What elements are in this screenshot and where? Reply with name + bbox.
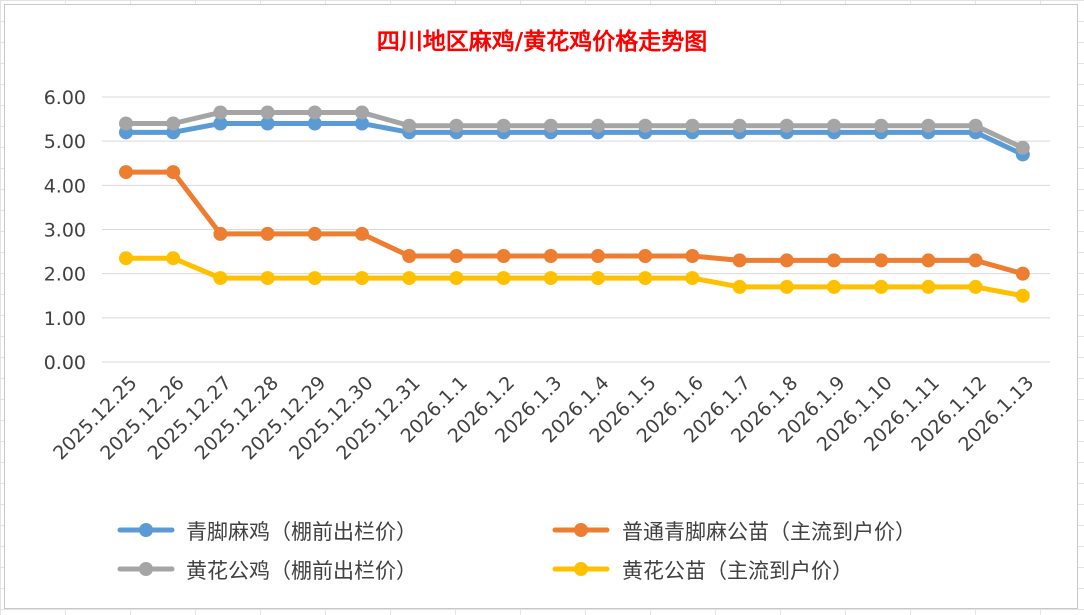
series-line	[123, 169, 1026, 277]
data-point	[779, 253, 794, 268]
legend-label: 黄花公鸡（棚前出栏价）	[186, 559, 417, 583]
data-point	[732, 279, 747, 294]
data-point	[827, 253, 841, 268]
data-point	[355, 271, 369, 286]
data-point	[213, 105, 228, 120]
data-point	[968, 279, 983, 294]
y-tick-label: 3.00	[44, 220, 86, 242]
data-point	[543, 118, 558, 133]
series-line	[123, 109, 1026, 151]
data-point	[402, 118, 417, 133]
data-point	[779, 118, 794, 133]
data-point	[449, 271, 464, 286]
data-point	[166, 116, 181, 131]
data-point	[591, 249, 605, 263]
data-point	[449, 118, 464, 133]
data-point	[638, 249, 653, 263]
data-point	[402, 249, 417, 263]
data-point	[355, 226, 369, 241]
legend-item-3	[552, 562, 610, 576]
data-point	[827, 118, 841, 133]
data-point	[1015, 288, 1030, 303]
y-tick-label: 0.00	[44, 352, 86, 374]
data-point	[213, 226, 228, 241]
data-point	[402, 271, 417, 286]
legend-marker-swatch	[139, 523, 153, 537]
data-point	[166, 165, 181, 180]
data-point	[968, 118, 983, 133]
series-line	[123, 255, 1026, 299]
data-point	[213, 271, 228, 286]
data-point	[874, 279, 889, 294]
data-point	[307, 116, 322, 131]
data-point	[685, 271, 700, 286]
legend-label: 普通青脚麻公苗（主流到户价）	[622, 520, 916, 544]
legend-label: 青脚麻鸡（棚前出栏价）	[186, 520, 417, 544]
data-point	[543, 271, 558, 286]
legend-marker-swatch	[574, 562, 588, 576]
data-point	[827, 279, 841, 294]
data-point	[874, 253, 889, 268]
data-point	[638, 118, 653, 133]
data-point	[496, 118, 511, 133]
series-2	[119, 105, 1030, 155]
legend-label: 黄花公苗（主流到户价）	[622, 559, 853, 583]
data-point	[260, 226, 275, 241]
legend-marker-swatch	[139, 562, 153, 576]
y-tick-label: 5.00	[44, 131, 86, 153]
data-point	[1015, 140, 1030, 155]
data-point	[260, 116, 275, 131]
data-point	[638, 271, 653, 286]
data-point	[166, 251, 181, 266]
chart-title: 四川地区麻鸡/黄花鸡价格走势图	[376, 28, 708, 55]
legend-item-1	[552, 523, 610, 537]
y-tick-label: 1.00	[44, 308, 86, 330]
data-point	[732, 253, 747, 268]
data-point	[307, 271, 322, 286]
legend-item-0	[117, 523, 175, 537]
series-3	[119, 251, 1030, 303]
data-point	[355, 116, 369, 131]
data-point	[496, 271, 511, 286]
data-point	[921, 279, 936, 294]
data-point	[496, 249, 511, 263]
data-point	[119, 165, 133, 180]
chart-area[interactable]	[4, 4, 1078, 609]
data-point	[921, 253, 936, 268]
data-point	[449, 249, 464, 263]
data-point	[543, 249, 558, 263]
legend-marker-swatch	[574, 523, 588, 537]
series-line	[123, 121, 1026, 157]
data-point	[685, 249, 700, 263]
data-point	[591, 118, 605, 133]
series-1	[119, 165, 1030, 281]
data-point	[307, 226, 322, 241]
data-point	[779, 279, 794, 294]
data-point	[307, 105, 322, 120]
data-point	[260, 105, 275, 120]
data-point	[685, 118, 700, 133]
data-point	[355, 105, 369, 120]
data-point	[1015, 266, 1030, 281]
legend-item-2	[117, 562, 175, 576]
data-point	[260, 271, 275, 286]
data-point	[874, 118, 889, 133]
y-tick-label: 2.00	[44, 264, 86, 286]
data-point	[591, 271, 605, 286]
data-point	[968, 253, 983, 268]
y-tick-label: 6.00	[44, 87, 86, 109]
y-tick-label: 4.00	[44, 175, 86, 197]
data-point	[119, 251, 133, 266]
data-point	[732, 118, 747, 133]
data-point	[213, 116, 228, 131]
data-point	[921, 118, 936, 133]
data-point	[119, 116, 133, 131]
